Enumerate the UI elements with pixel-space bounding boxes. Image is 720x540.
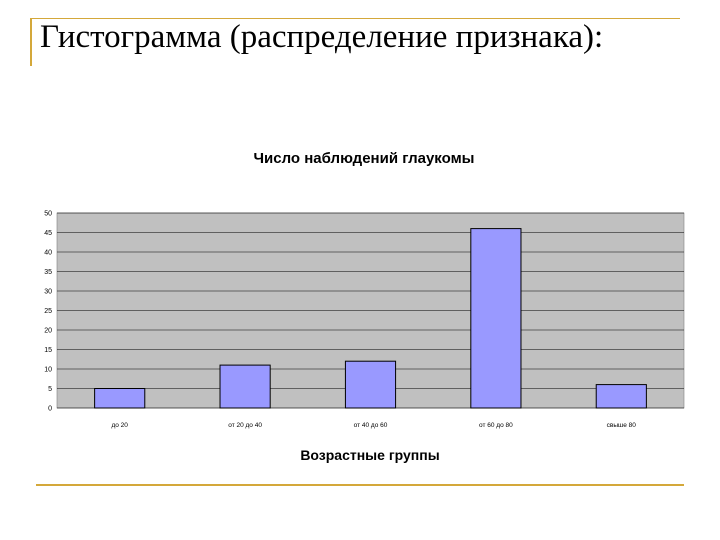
slide-title: Гистограмма (распределение признака):: [40, 19, 604, 55]
bottom-accent-line: [36, 484, 684, 486]
bar: [219, 364, 271, 409]
left-accent-line: [30, 18, 32, 66]
top-accent-line: [30, 18, 680, 19]
x-tick-label: свыше 80: [607, 422, 637, 429]
y-tick-label: 20: [44, 328, 52, 335]
x-tick-label: от 20 до 40: [228, 422, 262, 429]
gridlines: [57, 212, 684, 409]
y-tick-label: 5: [48, 386, 52, 393]
y-tick-label: 35: [44, 269, 52, 276]
bar: [344, 360, 397, 409]
y-axis-ticks: 0 5 10 15 20 25 30 35 40 45 50: [44, 211, 52, 413]
bar: [94, 388, 146, 409]
bar: [470, 228, 522, 409]
x-tick-label: до 20: [111, 422, 128, 429]
bar: [595, 384, 647, 409]
x-axis-title: Возрастные группы: [300, 447, 439, 463]
y-tick-label: 40: [44, 250, 52, 257]
bars: [94, 228, 647, 409]
x-tick-label: от 60 до 80: [479, 422, 513, 429]
y-tick-label: 30: [44, 289, 52, 296]
y-tick-label: 0: [48, 406, 52, 413]
y-tick-label: 25: [44, 308, 52, 315]
x-axis-ticks: до 20 от 20 до 40 от 40 до 60 от 60 до 80 св…: [111, 422, 636, 429]
x-tick-label: от 40 до 60: [354, 422, 388, 429]
y-tick-label: 15: [44, 347, 52, 354]
chart-title: Число наблюдений глаукомы: [253, 150, 474, 167]
y-tick-label: 45: [44, 230, 52, 237]
y-tick-label: 10: [44, 367, 52, 374]
y-tick-label: 50: [44, 211, 52, 218]
